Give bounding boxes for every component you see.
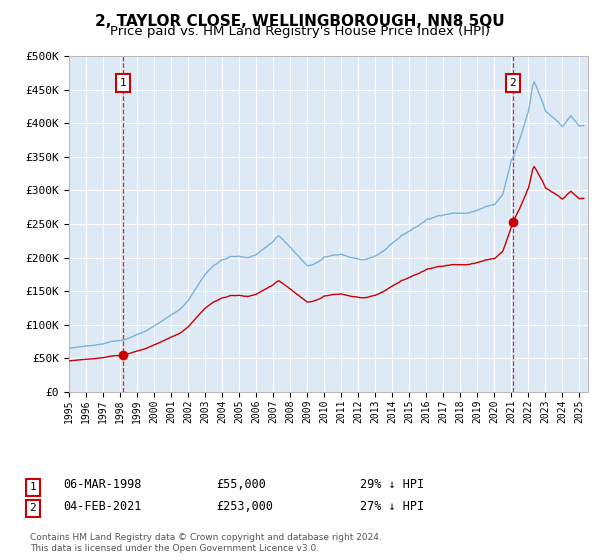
Text: 1: 1 (29, 482, 37, 492)
Text: 2: 2 (29, 503, 37, 514)
Text: Contains HM Land Registry data © Crown copyright and database right 2024.
This d: Contains HM Land Registry data © Crown c… (30, 533, 382, 553)
Text: 06-MAR-1998: 06-MAR-1998 (63, 478, 142, 491)
Text: 04-FEB-2021: 04-FEB-2021 (63, 500, 142, 513)
Text: 1: 1 (119, 78, 127, 88)
Text: £55,000: £55,000 (216, 478, 266, 491)
Text: 29% ↓ HPI: 29% ↓ HPI (360, 478, 424, 491)
Text: £253,000: £253,000 (216, 500, 273, 513)
Text: 2: 2 (509, 78, 517, 88)
Text: Price paid vs. HM Land Registry's House Price Index (HPI): Price paid vs. HM Land Registry's House … (110, 25, 490, 38)
Text: 27% ↓ HPI: 27% ↓ HPI (360, 500, 424, 513)
Text: 2, TAYLOR CLOSE, WELLINGBOROUGH, NN8 5QU: 2, TAYLOR CLOSE, WELLINGBOROUGH, NN8 5QU (95, 14, 505, 29)
